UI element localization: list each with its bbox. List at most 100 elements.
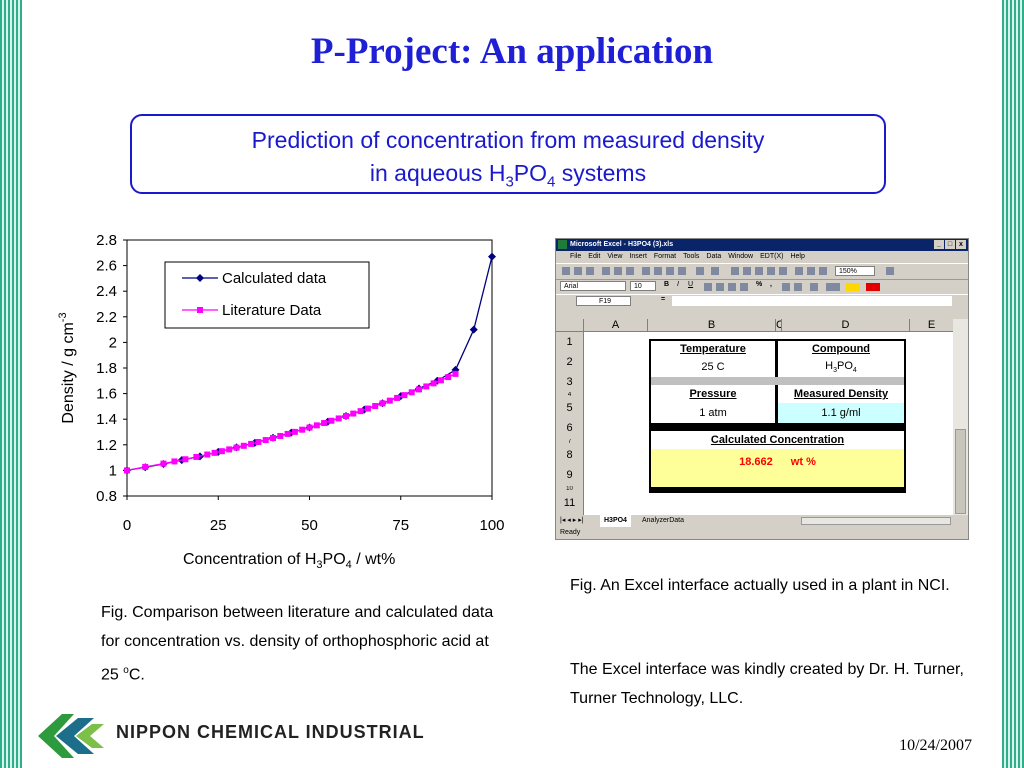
menu-data[interactable]: Data bbox=[706, 253, 722, 260]
row-header-2[interactable]: 2 bbox=[556, 352, 584, 372]
literature-data-point bbox=[248, 440, 255, 447]
menu-edit[interactable]: Edit bbox=[588, 253, 601, 260]
hyperlink-icon[interactable] bbox=[731, 267, 739, 275]
excel-format-toolbar: Arial 10 B I U % , bbox=[556, 280, 968, 294]
menu-view[interactable]: View bbox=[607, 253, 623, 260]
redo-icon[interactable] bbox=[711, 267, 719, 275]
menu-help[interactable]: Help bbox=[790, 253, 805, 260]
tab-scroll-buttons[interactable]: |◂ ◂ ▸ ▸| bbox=[560, 517, 584, 524]
row-header-3[interactable]: 3 bbox=[556, 372, 584, 392]
sheet-tab-analyzerdata[interactable]: AnalyzerData bbox=[642, 517, 685, 524]
function-icon[interactable] bbox=[755, 267, 763, 275]
menu-window[interactable]: Window bbox=[728, 253, 754, 260]
indent-icon[interactable] bbox=[810, 283, 818, 291]
maximize-button[interactable]: □ bbox=[945, 240, 955, 249]
literature-data-point bbox=[313, 422, 320, 429]
literature-data-point bbox=[452, 370, 459, 377]
formula-equals[interactable]: = bbox=[661, 296, 666, 303]
autosum-icon[interactable] bbox=[743, 267, 751, 275]
minimize-button[interactable]: _ bbox=[934, 240, 944, 249]
col-header-e[interactable]: E bbox=[910, 319, 954, 332]
literature-data-point bbox=[328, 417, 335, 424]
row-header-6[interactable]: 6 bbox=[556, 418, 584, 439]
menu-insert[interactable]: Insert bbox=[629, 253, 647, 260]
row-header-9[interactable]: 9 bbox=[556, 465, 584, 486]
temperature-label: Temperature bbox=[651, 341, 775, 357]
map-icon[interactable] bbox=[807, 267, 815, 275]
density-input[interactable]: 1.1 g/ml bbox=[778, 403, 904, 423]
cut-icon[interactable] bbox=[642, 267, 650, 275]
literature-data-point bbox=[364, 405, 371, 412]
row-header-8[interactable]: 8 bbox=[556, 445, 584, 465]
row-header-1[interactable]: 1 bbox=[556, 332, 584, 352]
literature-data-point bbox=[306, 424, 313, 431]
align-right-icon[interactable] bbox=[728, 283, 736, 291]
percent-button[interactable]: % bbox=[756, 281, 763, 288]
select-all-corner[interactable] bbox=[556, 319, 584, 332]
menu-edt[interactable]: EDT(X) bbox=[760, 253, 784, 260]
literature-data-point bbox=[270, 435, 276, 442]
print-preview-icon[interactable] bbox=[614, 267, 622, 275]
pressure-value[interactable]: 1 atm bbox=[651, 403, 775, 423]
copy-icon[interactable] bbox=[654, 267, 662, 275]
sort-desc-icon[interactable] bbox=[779, 267, 787, 275]
merge-center-icon[interactable] bbox=[740, 283, 748, 291]
col-header-d[interactable]: D bbox=[782, 319, 910, 332]
literature-data-point bbox=[262, 437, 269, 444]
compound-value[interactable]: H3PO4 bbox=[778, 357, 904, 377]
row-header-5[interactable]: 5 bbox=[556, 398, 584, 418]
bold-button[interactable]: B bbox=[664, 281, 670, 288]
drawing-icon[interactable] bbox=[819, 267, 827, 275]
sort-asc-icon[interactable] bbox=[767, 267, 775, 275]
undo-icon[interactable] bbox=[696, 267, 704, 275]
sheet-tab-h3po4[interactable]: H3PO4 bbox=[600, 515, 631, 527]
chart-wizard-icon[interactable] bbox=[795, 267, 803, 275]
row-header-7[interactable]: 7 bbox=[556, 439, 584, 445]
menu-tools[interactable]: Tools bbox=[683, 253, 700, 260]
increase-decimal-icon[interactable] bbox=[782, 283, 790, 291]
font-color-icon[interactable] bbox=[866, 283, 880, 291]
literature-data-point bbox=[350, 410, 357, 417]
y-tick-label: 1.2 bbox=[96, 437, 117, 454]
open-icon[interactable] bbox=[574, 267, 582, 275]
col-header-c[interactable]: C bbox=[776, 319, 782, 332]
row-header-11[interactable]: 11 bbox=[556, 492, 584, 515]
formula-input[interactable] bbox=[672, 296, 952, 306]
menu-format[interactable]: Format bbox=[653, 253, 677, 260]
underline-button[interactable]: U bbox=[688, 281, 694, 288]
y-tick-label: 2.8 bbox=[96, 232, 117, 249]
name-box[interactable]: F19 bbox=[576, 296, 631, 306]
col-header-a[interactable]: A bbox=[584, 319, 648, 332]
comma-button[interactable]: , bbox=[770, 281, 772, 288]
borders-icon[interactable] bbox=[826, 283, 840, 291]
x-tick-label: 50 bbox=[301, 517, 318, 534]
y-tick-label: 0.8 bbox=[96, 488, 117, 505]
horizontal-scrollbar[interactable] bbox=[801, 517, 951, 525]
row-header-4[interactable]: 4 bbox=[556, 392, 584, 398]
align-center-icon[interactable] bbox=[716, 283, 724, 291]
format-painter-icon[interactable] bbox=[678, 267, 686, 275]
italic-button[interactable]: I bbox=[677, 281, 679, 288]
new-icon[interactable] bbox=[562, 267, 570, 275]
font-select[interactable]: Arial bbox=[560, 281, 626, 291]
decrease-decimal-icon[interactable] bbox=[794, 283, 802, 291]
save-icon[interactable] bbox=[586, 267, 594, 275]
help-icon[interactable] bbox=[886, 267, 894, 275]
vertical-scrollbar[interactable] bbox=[953, 319, 968, 515]
align-left-icon[interactable] bbox=[704, 283, 712, 291]
scrollbar-thumb[interactable] bbox=[955, 429, 966, 514]
print-icon[interactable] bbox=[602, 267, 610, 275]
fill-color-icon[interactable] bbox=[846, 283, 860, 291]
spell-check-icon[interactable] bbox=[626, 267, 634, 275]
col-header-b[interactable]: B bbox=[648, 319, 776, 332]
x-tick-label: 25 bbox=[210, 517, 227, 534]
menu-file[interactable]: File bbox=[570, 253, 582, 260]
font-size-select[interactable]: 10 bbox=[630, 281, 656, 291]
chart-legend bbox=[164, 261, 370, 329]
temperature-value[interactable]: 25 C bbox=[651, 357, 775, 377]
paste-icon[interactable] bbox=[666, 267, 674, 275]
row-header-10[interactable]: 10 bbox=[556, 486, 584, 492]
zoom-select[interactable]: 150% bbox=[835, 266, 875, 276]
close-button[interactable]: x bbox=[956, 240, 966, 249]
excel-window: Microsoft Excel - H3PO4 (3).xls _ □ x Fi… bbox=[555, 238, 969, 540]
